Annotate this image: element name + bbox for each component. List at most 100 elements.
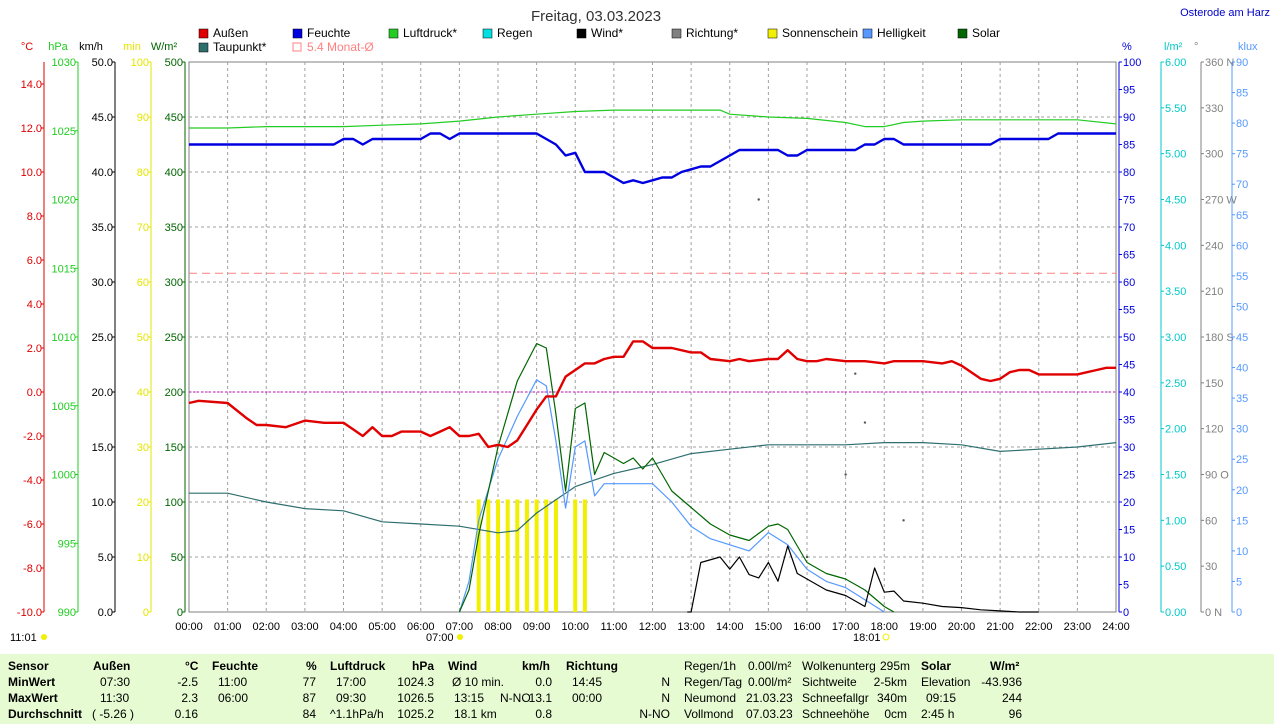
axis-tick-label-right: 45 [1236, 332, 1248, 344]
weather-chart: Freitag, 03.03.2023 Osterode am Harz Außen… [10, 7, 1270, 644]
axis-tick-label-right: 55 [1236, 271, 1248, 283]
axis-tick-label-right: 85 [1236, 88, 1248, 100]
axis-tick-label-left: 450 [165, 112, 183, 124]
legend-swatch [198, 42, 209, 53]
axis-tick-label-left: 1025 [52, 126, 76, 138]
cell-feuchte-time: 11:00 [218, 675, 248, 689]
axis-tick-label-left: 20 [137, 497, 149, 509]
x-tick-label: 16:00 [793, 621, 821, 633]
axis-tick-label-right: 65 [1236, 210, 1248, 222]
axis-tick-label-left: -4.0 [23, 475, 42, 487]
legend-label: Feuchte [307, 26, 351, 40]
x-tick-label: 00:00 [175, 621, 203, 633]
cell-aussen-time: ( -5.26 ) [92, 707, 135, 721]
cell-feuchte-val: 87 [302, 691, 316, 705]
axis-tick-label-right: 50 [1236, 301, 1248, 313]
axis-tick-label-right: 270 W [1205, 195, 1237, 207]
axis-tick-label-right: 300 [1205, 149, 1223, 161]
axis-tick-label-left: 90 [137, 112, 149, 124]
series-helligkeit-line [458, 379, 885, 613]
axis-tick-label-left: 40.0 [92, 167, 113, 179]
axis-tick-label-right: 25 [1236, 454, 1248, 466]
axis-tick-label-left: 10 [137, 552, 149, 564]
axis-tick-label-left: 30.0 [92, 277, 113, 289]
richtung-point [854, 372, 857, 375]
hdr-aussen-unit: °C [185, 659, 199, 673]
axis-tick-label-right: 0 N [1205, 607, 1222, 619]
axis-tick-label-left: 80 [137, 167, 149, 179]
cell-cloud-val: 2-5km [873, 675, 907, 689]
cell-aussen-val: 2.3 [181, 691, 198, 705]
cell-wind-dir: N-NO [500, 691, 531, 705]
legend-label: Außen [213, 26, 248, 40]
axis-tick-label-left: 70 [137, 222, 149, 234]
richtung-point [757, 198, 760, 201]
axis-tick-label-right: 15 [1123, 525, 1135, 537]
axis-tick-label-right: 0.50 [1165, 561, 1186, 573]
x-tick-label: 11:00 [601, 621, 628, 633]
axis-tick-label-right: 30 [1205, 561, 1217, 573]
cell-richtung-time: 00:00 [572, 691, 603, 705]
hdr-wind-unit: km/h [522, 659, 551, 673]
cell-wind-time: Ø 10 min. [452, 675, 505, 689]
hdr-regen-1h: Regen/1h [684, 659, 737, 673]
cell-aussen-time: 11:30 [100, 691, 130, 705]
axis-tick-label-left: 0.0 [27, 387, 42, 399]
axis-tick-label-right: 330 [1205, 103, 1223, 115]
hdr-solar-unit: W/m² [990, 659, 1020, 673]
axis-unit-left: W/m² [151, 41, 178, 53]
axis-tick-label-right: 5.00 [1165, 149, 1186, 161]
axis-tick-label-right: 90 [1123, 112, 1135, 124]
x-tick-label: 06:00 [407, 621, 435, 633]
hdr-luftdruck-unit: hPa [412, 659, 435, 673]
row-label: MinWert [8, 675, 56, 689]
axis-tick-label-right: 2.50 [1165, 378, 1186, 390]
moonrise-label: 11:01 [10, 632, 37, 644]
legend-swatch [862, 28, 873, 39]
legend-label: Regen [497, 26, 532, 40]
axis-tick-label-left: 500 [165, 57, 183, 69]
x-tick-label: 24:00 [1102, 621, 1130, 633]
axis-tick-label-left: 40 [137, 387, 149, 399]
legend-swatch [671, 28, 682, 39]
cell-regen-val: 21.03.23 [746, 691, 793, 705]
cell-feuchte-val: 84 [302, 707, 316, 721]
legend-swatch [388, 28, 399, 39]
axis-tick-label-right: 60 [1236, 240, 1248, 252]
cell-cloud-key: Schneehöhe [802, 707, 870, 721]
stats-min-row: MinWert 07:30 -2.5 11:00 77 17:00 1024.3… [0, 674, 1274, 690]
sunshine-bar [534, 499, 539, 612]
sunshine-bar [582, 499, 587, 612]
x-tick-label: 05:00 [368, 621, 396, 633]
sunshine-bar [515, 499, 520, 612]
axis-tick-label-right: 70 [1236, 179, 1248, 191]
axis-tick-label-left: 14.0 [21, 79, 42, 91]
sunset-icon [882, 633, 890, 641]
axis-tick-label-left: 35.0 [92, 222, 113, 234]
axis-tick-label-right: 75 [1236, 149, 1248, 161]
axis-tick-label-left: 0.0 [98, 607, 113, 619]
cell-solar-key: Elevation [921, 675, 971, 689]
x-tick-label: 23:00 [1064, 621, 1092, 633]
cell-cloud-key: Schneefallgr [802, 691, 869, 705]
legend-swatch [292, 28, 303, 39]
cell-cloud-val: 0cm [884, 707, 907, 721]
series-feuchte-line [189, 132, 1116, 185]
axis-tick-label-left: 5.0 [98, 552, 113, 564]
axis-unit-right: ° [1194, 41, 1198, 53]
axis-tick-label-right: 180 S [1205, 332, 1234, 344]
axis-tick-label-right: 30 [1123, 442, 1135, 454]
legend-label: Sonnenschein [782, 26, 858, 40]
x-tick-label: 08:00 [484, 621, 512, 633]
cell-regen-val: 07.03.23 [746, 707, 793, 721]
location-label: Osterode am Harz [1180, 7, 1270, 19]
axis-tick-label-left: -2.0 [23, 431, 42, 443]
axis-tick-label-right: 70 [1123, 222, 1135, 234]
hdr-richtung: Richtung [566, 659, 618, 673]
legend-label: Wind* [591, 26, 623, 40]
axis-tick-label-right: 15 [1236, 515, 1248, 527]
axis-tick-label-right: 80 [1123, 167, 1135, 179]
stats-max-row: MaxWert 11:30 2.3 06:00 87 09:30 1026.5 … [0, 690, 1274, 706]
cell-aussen-time: 07:30 [100, 675, 131, 689]
cell-richtung-val: N [661, 691, 670, 705]
